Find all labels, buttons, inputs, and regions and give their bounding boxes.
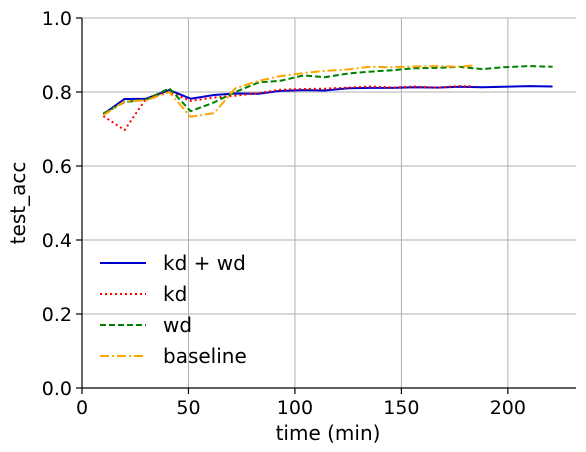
x-tick-label: 150 bbox=[383, 397, 419, 419]
y-tick-label: 1.0 bbox=[42, 8, 72, 30]
series-line-wd bbox=[102, 65, 553, 115]
x-tick-label: 200 bbox=[490, 397, 526, 419]
series-line-kd-wd bbox=[102, 85, 553, 116]
x-tick-label: 50 bbox=[176, 397, 200, 419]
legend-label: kd + wd bbox=[163, 251, 246, 275]
series-lines bbox=[102, 64, 553, 132]
series-line-baseline bbox=[102, 64, 474, 118]
legend-label: wd bbox=[163, 313, 192, 337]
legend-label: baseline bbox=[163, 344, 247, 368]
axes bbox=[81, 18, 576, 389]
x-axis-label: time (min) bbox=[276, 421, 381, 445]
series-line-kd bbox=[102, 85, 474, 132]
x-tick-label: 100 bbox=[277, 397, 313, 419]
x-tick-label: 0 bbox=[76, 397, 88, 419]
y-axis-label: test_acc bbox=[6, 162, 30, 245]
y-tick-label: 0.4 bbox=[42, 230, 72, 252]
legend: kd + wd kd wd baseline bbox=[100, 251, 247, 368]
y-tick-label: 0.0 bbox=[42, 378, 72, 400]
y-tick-label: 0.8 bbox=[42, 82, 72, 104]
ticks: 0 50 100 150 200 0.0 0.2 0.4 0.6 0.8 1.0 bbox=[42, 8, 526, 419]
grid bbox=[81, 17, 576, 389]
legend-label: kd bbox=[163, 282, 187, 306]
y-tick-label: 0.2 bbox=[42, 304, 72, 326]
y-tick-label: 0.6 bbox=[42, 156, 72, 178]
